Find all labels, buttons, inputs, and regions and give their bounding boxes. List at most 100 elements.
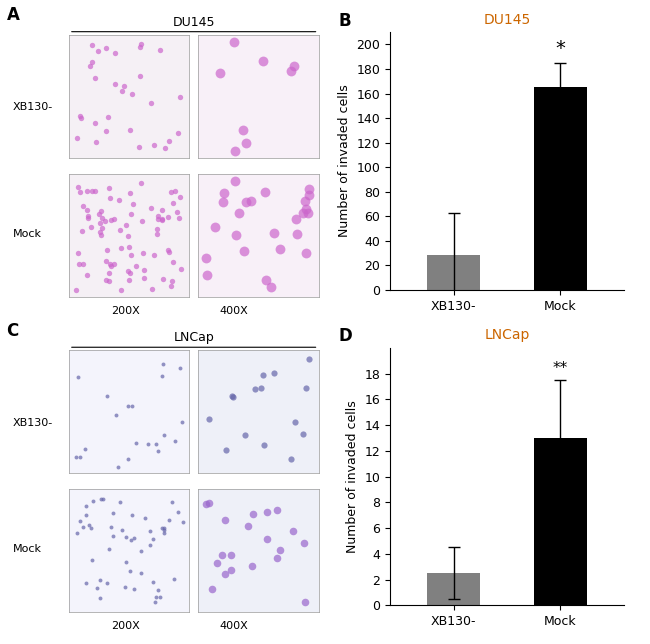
Point — [175, 363, 185, 373]
Point — [93, 46, 103, 56]
Point — [227, 392, 238, 402]
Point — [125, 188, 135, 198]
Point — [166, 187, 177, 198]
Point — [170, 185, 181, 196]
Point — [115, 225, 125, 235]
Point — [109, 214, 120, 224]
Text: **: ** — [552, 361, 568, 376]
Point — [76, 113, 86, 123]
Point — [269, 228, 280, 238]
Text: 200X: 200X — [111, 306, 140, 316]
Point — [72, 528, 82, 538]
Point — [229, 176, 240, 186]
Point — [131, 438, 141, 448]
Point — [122, 401, 133, 411]
Title: LNCap: LNCap — [484, 328, 530, 343]
Point — [300, 596, 310, 607]
Point — [148, 533, 158, 544]
Point — [304, 354, 314, 365]
Point — [157, 205, 167, 215]
Point — [97, 223, 107, 233]
Point — [258, 370, 268, 380]
Point — [256, 383, 266, 393]
Point — [81, 501, 91, 511]
Point — [167, 497, 177, 507]
Point — [102, 578, 112, 588]
Point — [124, 275, 134, 285]
Point — [231, 230, 241, 240]
Point — [262, 507, 272, 518]
Point — [242, 521, 253, 531]
Point — [106, 261, 116, 271]
Point — [304, 189, 314, 200]
Point — [157, 523, 167, 533]
Point — [146, 203, 156, 213]
Point — [216, 550, 227, 560]
Point — [174, 507, 184, 517]
Point — [83, 213, 93, 223]
Text: *: * — [555, 39, 565, 58]
Point — [111, 79, 121, 90]
Point — [149, 139, 159, 149]
Point — [298, 207, 309, 218]
Point — [134, 142, 144, 152]
Point — [78, 522, 88, 532]
Bar — [427, 573, 480, 605]
Point — [112, 462, 123, 472]
Point — [70, 451, 81, 462]
Point — [123, 266, 133, 276]
Point — [220, 515, 230, 525]
Point — [272, 505, 282, 515]
Point — [166, 281, 176, 291]
Point — [214, 68, 225, 79]
Point — [169, 573, 179, 583]
Point — [240, 430, 250, 440]
Point — [80, 444, 90, 454]
Point — [151, 224, 162, 234]
Point — [160, 143, 170, 153]
Point — [150, 597, 161, 607]
Point — [147, 283, 157, 294]
Point — [103, 112, 113, 122]
Point — [262, 534, 272, 544]
Point — [125, 125, 136, 135]
Point — [85, 222, 96, 232]
Point — [220, 569, 230, 579]
Point — [73, 372, 83, 382]
Point — [78, 201, 88, 211]
Point — [104, 267, 114, 278]
Point — [103, 544, 114, 554]
Point — [157, 370, 168, 381]
Point — [287, 526, 298, 536]
Point — [105, 522, 116, 533]
Point — [72, 133, 83, 144]
Point — [82, 186, 92, 196]
Point — [86, 57, 97, 68]
Point — [164, 515, 175, 526]
Point — [159, 430, 170, 440]
Point — [124, 242, 135, 252]
Point — [86, 555, 97, 565]
Point — [152, 229, 162, 239]
Point — [136, 545, 147, 556]
Point — [246, 196, 256, 206]
Point — [291, 213, 302, 223]
Point — [275, 545, 285, 555]
Point — [101, 256, 111, 267]
Point — [157, 214, 168, 225]
Point — [87, 186, 98, 196]
Point — [77, 226, 87, 236]
Point — [126, 249, 136, 260]
Point — [75, 515, 85, 526]
Point — [150, 439, 161, 449]
Point — [174, 213, 184, 223]
Point — [155, 591, 166, 601]
Point — [75, 451, 85, 462]
Point — [126, 401, 136, 412]
Point — [153, 214, 163, 224]
Point — [211, 558, 222, 568]
Point — [125, 535, 136, 545]
Point — [101, 43, 112, 53]
Point — [172, 207, 182, 217]
Point — [121, 531, 131, 542]
